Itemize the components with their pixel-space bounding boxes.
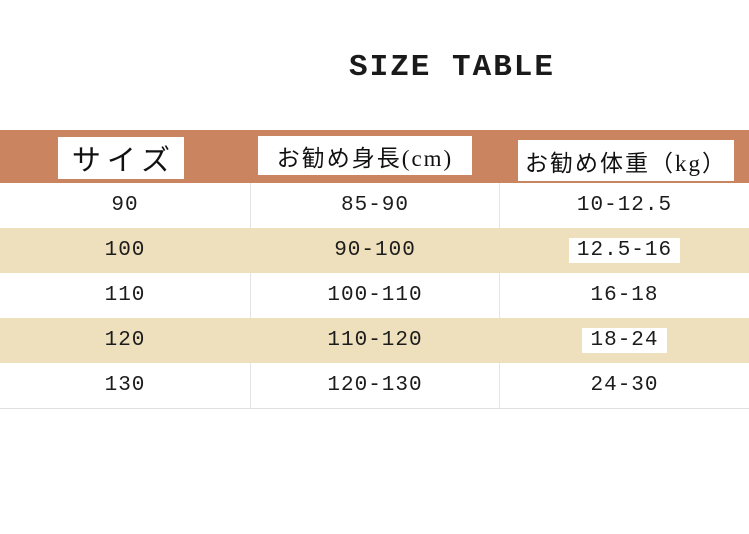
header-cell-size: サイズ (58, 137, 184, 179)
header-size-label: サイズ (71, 145, 177, 177)
weight-highlight-box: 12.5-16 (568, 238, 681, 263)
weight-highlight-box: 18-24 (582, 328, 667, 353)
weight-cell: 24-30 (590, 374, 659, 397)
header-cell-height: お勧め身長(cm) (258, 136, 472, 175)
weight-cell: 18-24 (500, 318, 749, 363)
header-cell-weight: お勧め体重（kg） (518, 140, 734, 181)
table-row: 90 85-90 10-12.5 (0, 183, 749, 228)
page-title: SIZE TABLE (348, 50, 556, 85)
size-cell: 120 (104, 329, 146, 352)
weight-cell: 10-12.5 (576, 194, 673, 217)
table-header: サイズ お勧め身長(cm) お勧め体重（kg） (0, 130, 749, 183)
weight-cell: 16-18 (590, 284, 659, 307)
header-height-label: お勧め身長(cm) (276, 145, 454, 171)
height-cell: 110-120 (327, 329, 423, 352)
header-weight-label: お勧め体重（kg） (525, 150, 727, 176)
table-row: 100 90-100 12.5-16 (0, 228, 749, 273)
table-row: 120 110-120 18-24 (0, 318, 749, 363)
size-cell: 110 (104, 284, 146, 307)
size-cell: 100 (104, 239, 146, 262)
size-cell: 130 (104, 374, 146, 397)
height-cell: 90-100 (334, 239, 416, 262)
height-cell: 85-90 (250, 183, 500, 228)
table-row: 110 100-110 16-18 (0, 273, 749, 318)
table-body: 90 85-90 10-12.5 100 90-100 12.5-16 110 … (0, 183, 749, 409)
height-cell: 120-130 (250, 363, 500, 408)
weight-cell: 12.5-16 (500, 228, 749, 273)
table-row: 130 120-130 24-30 (0, 363, 749, 408)
size-cell: 90 (111, 194, 139, 217)
height-cell: 100-110 (250, 273, 500, 318)
